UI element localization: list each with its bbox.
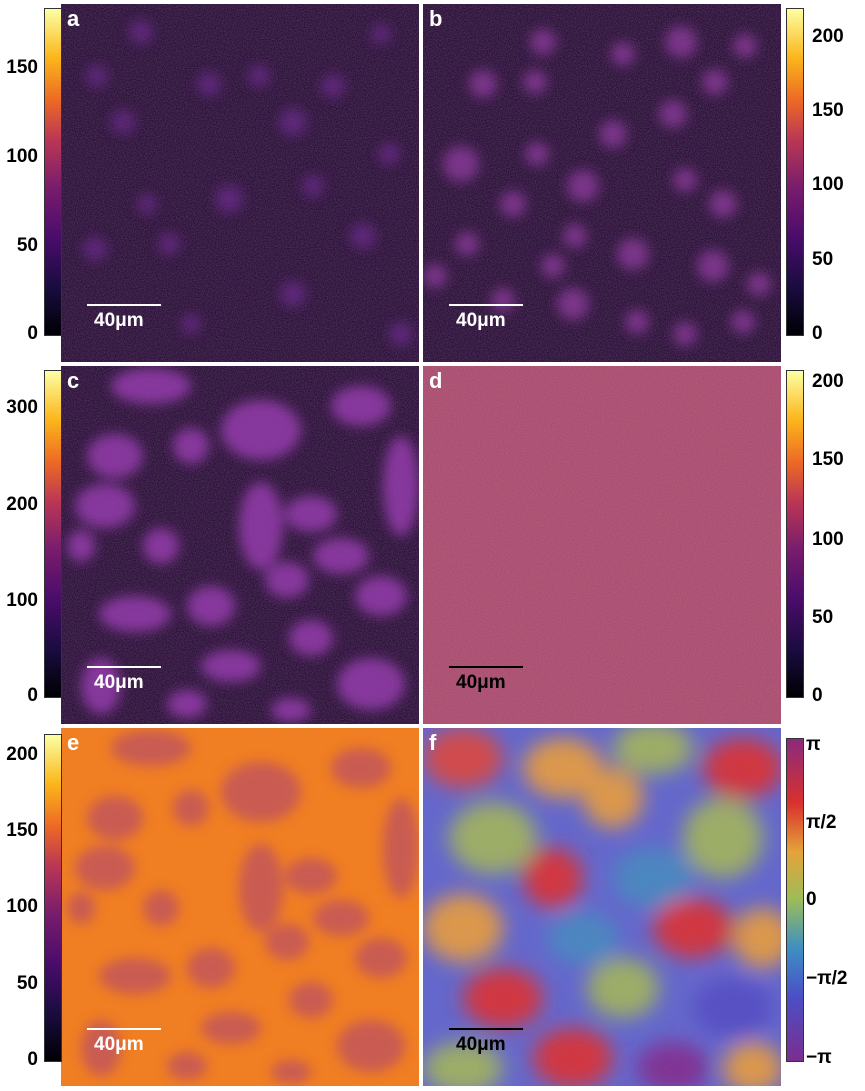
- colorbar-d: [786, 370, 804, 698]
- microscopy-image-d: [423, 366, 781, 724]
- colorbar-e-tick: 0: [27, 1049, 38, 1070]
- scale-bar-label: 40μm: [94, 672, 144, 693]
- panel-label: b: [429, 6, 443, 31]
- colorbar-d-tick: 0: [812, 685, 823, 706]
- colorbar-f-tick: −π: [806, 1047, 832, 1068]
- colorbar-e-tick: 50: [16, 973, 38, 994]
- scale-bar-label: 40μm: [456, 310, 506, 331]
- panel-label: a: [67, 6, 80, 31]
- scale-bar-label: 40μm: [94, 1034, 144, 1055]
- colorbar-e-tick: 100: [6, 896, 38, 917]
- colorbar-f-tick: π/2: [806, 812, 837, 833]
- colorbar-c-tick: 100: [6, 590, 38, 611]
- scale-bar-label: 40μm: [456, 672, 506, 693]
- colorbar-b-tick: 150: [812, 100, 844, 121]
- microscopy-image-c: [61, 366, 419, 724]
- scale-bar: 40μm: [449, 304, 527, 344]
- colorbar-d-tick: 150: [812, 449, 844, 470]
- panel-f: f 40μm: [423, 728, 781, 1086]
- colorbar-f-tick: −π/2: [806, 968, 848, 989]
- scale-bar: 40μm: [449, 1028, 527, 1068]
- colorbar-b-tick: 100: [812, 174, 844, 195]
- scale-bar: 40μm: [87, 1028, 165, 1068]
- colorbar-a: [44, 8, 62, 336]
- colorbar-a-tick: 150: [6, 57, 38, 78]
- colorbar-c-tick: 300: [6, 397, 38, 418]
- colorbar-d-tick: 100: [812, 529, 844, 550]
- panel-b: b 40μm: [423, 4, 781, 362]
- panel-e: e 40μm: [61, 728, 419, 1086]
- panel-label: f: [429, 730, 437, 755]
- colorbar-f-tick: 0: [806, 889, 817, 910]
- colorbar-d-tick: 50: [812, 607, 834, 628]
- colorbar-b-tick: 0: [812, 323, 823, 344]
- colorbar-c: [44, 370, 62, 698]
- colorbar-b: [786, 8, 804, 336]
- colorbar-a-tick: 50: [16, 235, 38, 256]
- phase-image-f: [423, 728, 781, 1086]
- panel-d: d 40μm: [423, 366, 781, 724]
- colorbar-e-tick: 150: [6, 820, 38, 841]
- colorbar-f-tick: π: [806, 734, 821, 755]
- colorbar-d-tick: 200: [812, 371, 844, 392]
- colorbar-e: [44, 734, 62, 1062]
- panel-label: d: [429, 368, 443, 393]
- panel-label: c: [67, 368, 80, 393]
- microscopy-image-b: [423, 4, 781, 362]
- microscopy-image-e: [61, 728, 419, 1086]
- scale-bar: 40μm: [449, 666, 527, 706]
- colorbar-a-tick: 100: [6, 146, 38, 167]
- colorbar-e-tick: 200: [6, 744, 38, 765]
- colorbar-b-tick: 200: [812, 26, 844, 47]
- scale-bar: 40μm: [87, 666, 165, 706]
- panel-label: e: [67, 730, 80, 755]
- scale-bar-label: 40μm: [456, 1034, 506, 1055]
- microscopy-image-a: [61, 4, 419, 362]
- colorbar-c-tick: 0: [27, 685, 38, 706]
- colorbar-b-tick: 50: [812, 249, 834, 270]
- colorbar-a-tick: 0: [27, 323, 38, 344]
- panel-a: a 40μm: [61, 4, 419, 362]
- scale-bar: 40μm: [87, 304, 165, 344]
- scale-bar-label: 40μm: [94, 310, 144, 331]
- colorbar-f: [786, 738, 804, 1062]
- panel-c: c 40μm: [61, 366, 419, 724]
- colorbar-c-tick: 200: [6, 494, 38, 515]
